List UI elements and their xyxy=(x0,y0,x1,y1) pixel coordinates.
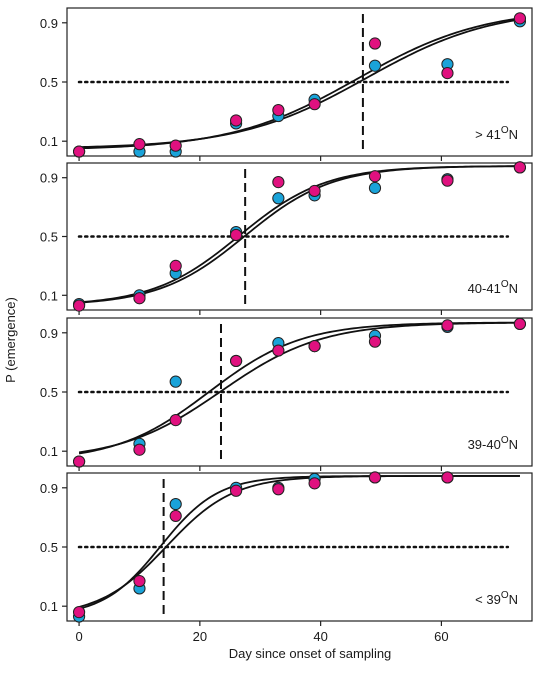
data-point-series-2 xyxy=(169,139,182,152)
y-tick-label: 0.1 xyxy=(40,288,58,303)
data-point-series-2 xyxy=(229,354,243,368)
data-point-series-2 xyxy=(368,37,382,50)
y-tick-label: 0.5 xyxy=(40,75,58,90)
region-label-end: N xyxy=(509,127,518,142)
y-tick-label: 0.5 xyxy=(40,385,58,400)
data-point-series-2 xyxy=(513,317,527,331)
data-point-series-2 xyxy=(441,471,454,484)
y-tick-label: 0.1 xyxy=(40,134,58,149)
data-point-series-2 xyxy=(513,12,527,25)
region-label-degree: O xyxy=(501,435,509,446)
x-tick-label: 60 xyxy=(434,629,448,644)
data-point-series-1 xyxy=(368,181,382,195)
y-tick-label: 0.9 xyxy=(40,171,58,186)
data-point-series-2 xyxy=(229,484,243,497)
region-label-main: < 39 xyxy=(475,592,501,607)
x-tick-label: 40 xyxy=(313,629,327,644)
region-label: 39-40ON xyxy=(468,435,518,452)
data-point-series-1 xyxy=(368,59,382,72)
x-tick-label: 0 xyxy=(75,629,82,644)
data-point-series-2 xyxy=(133,574,146,588)
fit-curve-2 xyxy=(79,18,521,148)
region-label: < 39ON xyxy=(475,590,518,607)
data-point-series-2 xyxy=(169,414,182,427)
data-point-series-2 xyxy=(133,292,146,305)
region-label-degree: O xyxy=(501,279,509,290)
data-point-series-2 xyxy=(272,344,285,357)
y-tick-label: 0.5 xyxy=(40,230,58,245)
panel-2: 0.1 0.5 0.9 40-41ON xyxy=(40,161,533,315)
panel-1: 0.1 0.5 0.9 > 41ON xyxy=(40,7,533,161)
fit-curve-1 xyxy=(78,321,520,455)
y-axis-label: P (emergence) xyxy=(3,297,18,383)
data-point-series-2 xyxy=(368,471,382,484)
y-tick-label: 0.9 xyxy=(40,326,58,341)
data-point-series-2 xyxy=(72,299,86,312)
region-label-degree: O xyxy=(501,590,509,601)
data-point-series-2 xyxy=(72,455,86,468)
data-point-series-2 xyxy=(169,509,182,523)
data-point-series-1 xyxy=(272,192,285,205)
fit-curve-2 xyxy=(79,165,520,304)
data-point-series-2 xyxy=(308,477,321,490)
data-point-series-2 xyxy=(72,606,86,619)
region-label-main: > 41 xyxy=(475,127,501,142)
data-point-series-2 xyxy=(133,443,146,456)
region-label: > 41ON xyxy=(475,125,518,142)
x-axis-label: Day since onset of sampling xyxy=(229,646,392,661)
region-label-main: 39-40 xyxy=(468,437,501,452)
panel-4: 0.1 0.5 0.9 0 20 40 60 < 39ON xyxy=(40,471,533,644)
y-tick-label: 0.1 xyxy=(40,599,58,614)
data-point-series-1 xyxy=(169,375,182,388)
data-point-series-2 xyxy=(368,335,382,348)
y-tick-label: 0.9 xyxy=(40,481,58,496)
data-point-series-2 xyxy=(133,138,146,151)
data-point-series-2 xyxy=(368,170,382,183)
data-point-series-2 xyxy=(229,114,243,127)
y-tick-label: 0.9 xyxy=(40,16,58,31)
region-label-end: N xyxy=(509,437,518,452)
data-point-series-2 xyxy=(272,483,285,496)
data-point-series-2 xyxy=(513,161,527,174)
data-point-series-2 xyxy=(272,104,285,117)
y-tick-label: 0.5 xyxy=(40,540,58,555)
panel-3: 0.1 0.5 0.9 39-40ON xyxy=(40,317,533,471)
fit-curve-1 xyxy=(79,17,521,150)
data-point-series-1 xyxy=(169,497,182,511)
region-label-end: N xyxy=(509,281,518,296)
data-point-series-2 xyxy=(308,340,321,353)
x-tick-label: 20 xyxy=(193,629,207,644)
data-point-series-2 xyxy=(229,228,243,242)
data-point-series-2 xyxy=(441,174,454,187)
region-label: 40-41ON xyxy=(468,279,518,296)
data-point-series-2 xyxy=(308,98,321,111)
y-tick-label: 0.1 xyxy=(40,444,58,459)
data-point-series-2 xyxy=(272,176,285,189)
region-label-end: N xyxy=(509,592,518,607)
data-point-series-2 xyxy=(308,184,321,198)
data-point-series-2 xyxy=(169,259,182,272)
region-label-main: 40-41 xyxy=(468,281,501,296)
region-label-degree: O xyxy=(501,125,509,136)
fit-curve-1 xyxy=(79,165,520,304)
data-point-series-2 xyxy=(72,145,86,158)
data-point-series-2 xyxy=(441,67,454,80)
data-point-series-2 xyxy=(441,319,454,332)
